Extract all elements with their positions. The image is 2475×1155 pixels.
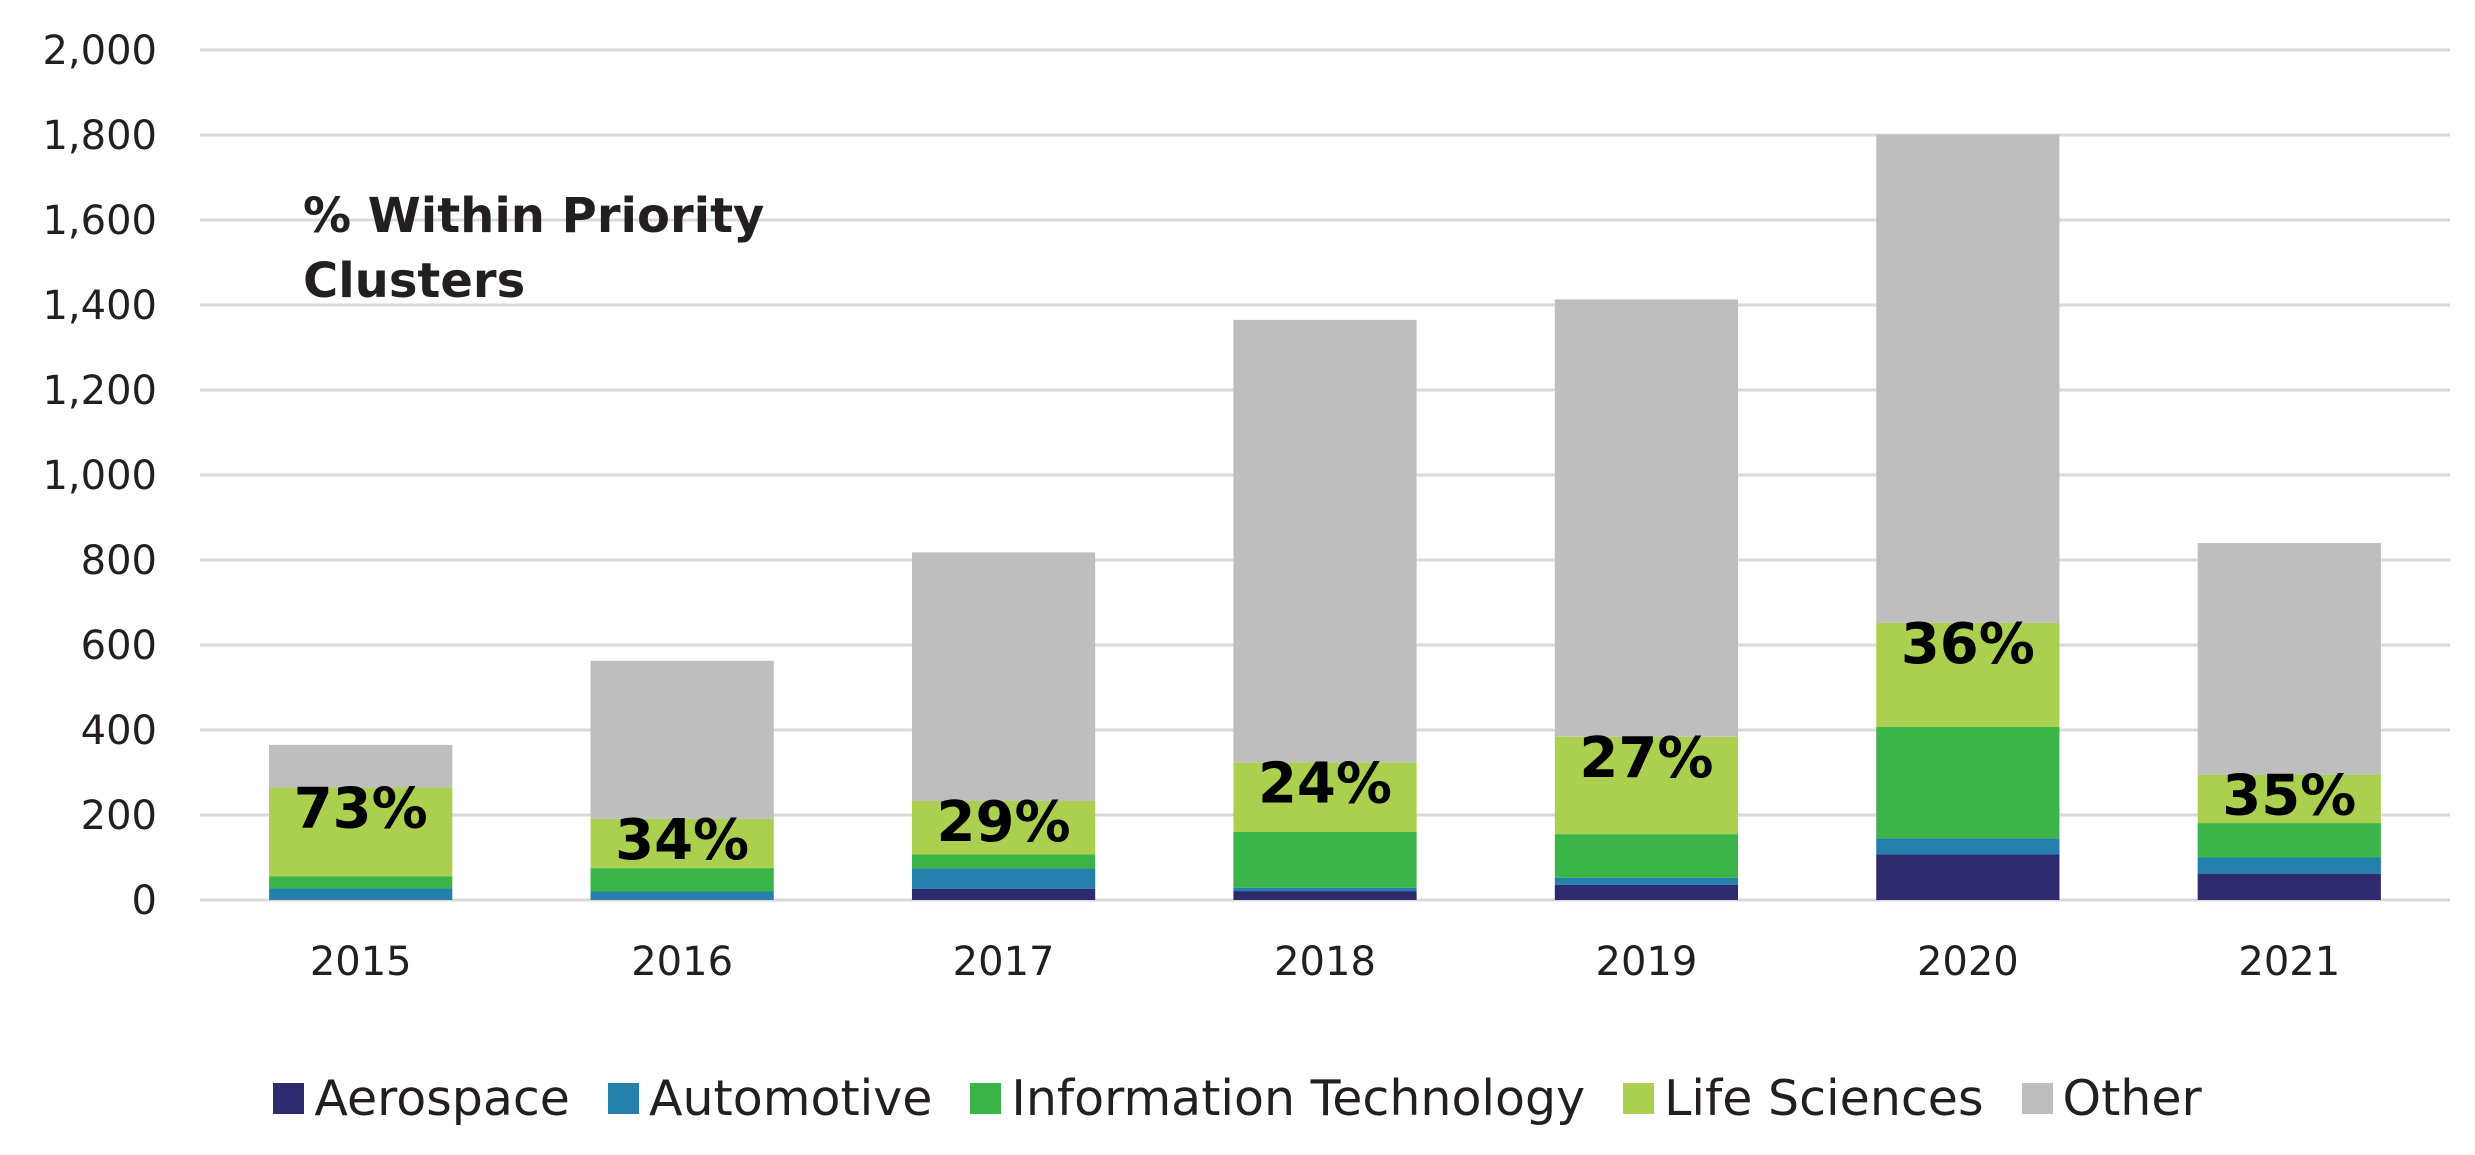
y-tick-label: 0: [132, 878, 157, 924]
bar-segment-aerospace-2019: [1554, 884, 1739, 900]
bar-segment-aerospace-2018: [1233, 891, 1417, 900]
bar-segment-other-2021: [2197, 543, 2381, 775]
legend-swatch-information-technology: [970, 1083, 1002, 1114]
bar-segment-information-technology-2016: [590, 868, 774, 892]
y-tick-label: 1,600: [42, 198, 157, 244]
y-tick-label: 2,000: [42, 28, 157, 74]
bar-segment-life-sciences-2016: [590, 818, 774, 869]
bar-segment-aerospace-2017: [911, 888, 1096, 900]
y-tick-label: 600: [81, 623, 157, 669]
y-tick-label: 800: [81, 538, 157, 584]
x-tick-label: 2016: [631, 939, 733, 985]
legend-swatch-other: [2021, 1083, 2053, 1114]
x-tick-label: 2015: [310, 939, 412, 985]
y-tick-label: 1,400: [42, 283, 157, 329]
bar-segment-aerospace-2020: [1876, 854, 2060, 900]
bars: [269, 134, 2381, 900]
legend-item-aerospace: Aerospace: [273, 1070, 570, 1127]
y-tick-label: 1,800: [42, 113, 157, 159]
bar-segment-information-technology-2020: [1876, 727, 2060, 839]
y-tick-label: 1,200: [42, 368, 157, 414]
bar-segment-other-2018: [1233, 319, 1417, 763]
data-label-2019: 27%: [1579, 726, 1713, 791]
annotation-line-1: % Within Priority: [303, 188, 764, 244]
legend-swatch-life-sciences: [1623, 1083, 1655, 1114]
data-label-2017: 29%: [937, 790, 1071, 855]
bar-segment-aerospace-2021: [2197, 873, 2381, 900]
bar-segment-life-sciences-2017: [911, 800, 1096, 855]
y-tick-label: 1,000: [42, 453, 157, 499]
data-label-2020: 36%: [1901, 612, 2035, 677]
x-tick-label: 2018: [1274, 939, 1376, 985]
bar-segment-other-2020: [1876, 134, 2060, 623]
bar-segment-other-2019: [1554, 299, 1739, 737]
legend-swatch-aerospace: [273, 1083, 305, 1114]
x-tick-label: 2020: [1917, 939, 2019, 985]
legend-label: Other: [2062, 1070, 2202, 1127]
legend-item-other: Other: [2021, 1070, 2202, 1127]
bar-segment-information-technology-2015: [269, 876, 453, 889]
legend-label: Life Sciences: [1664, 1070, 1984, 1127]
data-label-2018: 24%: [1258, 751, 1392, 816]
x-tick-label: 2021: [2238, 939, 2340, 985]
bar-segment-automotive-2019: [1554, 877, 1739, 885]
bar-segment-automotive-2020: [1876, 838, 2060, 855]
bar-segment-life-sciences-2020: [1876, 622, 2060, 728]
bar-segment-life-sciences-2019: [1554, 736, 1739, 835]
legend-label: Aerospace: [314, 1070, 570, 1127]
x-tick-label: 2019: [1596, 939, 1698, 985]
bar-segment-other-2015: [269, 744, 453, 788]
bar-segment-automotive-2016: [590, 891, 774, 900]
bar-segment-life-sciences-2021: [2197, 774, 2381, 824]
data-label-2021: 35%: [2222, 764, 2356, 829]
legend-label: Automotive: [648, 1070, 933, 1127]
bar-segment-other-2016: [590, 660, 774, 819]
y-tick-label: 200: [81, 793, 157, 839]
bar-segment-automotive-2021: [2197, 857, 2381, 874]
legend-item-life-sciences: Life Sciences: [1623, 1070, 1984, 1127]
bar-segment-information-technology-2019: [1554, 834, 1739, 878]
x-tick-label: 2017: [953, 939, 1055, 985]
legend-item-information-technology: Information Technology: [970, 1070, 1585, 1127]
y-axis-ticks: 0 200 400 600 800 1,000 1,200 1,400 1,600 1,800 2,…: [42, 28, 157, 924]
data-labels: 73% 34% 29% 24% 27% 36% 35%: [294, 612, 2357, 873]
legend-label: Information Technology: [1011, 1070, 1586, 1127]
y-tick-label: 400: [81, 708, 157, 754]
bar-segment-life-sciences-2015: [269, 787, 453, 877]
x-axis-ticks: 2015 2016 2017 2018 2019 2020 2021: [310, 939, 2340, 985]
data-label-2016: 34%: [615, 808, 749, 873]
bar-segment-other-2017: [911, 552, 1096, 801]
legend-item-automotive: Automotive: [607, 1070, 933, 1127]
bar-segment-information-technology-2018: [1233, 832, 1417, 888]
bar-segment-life-sciences-2018: [1233, 762, 1417, 832]
legend: Aerospace Automotive Information Technol…: [0, 1070, 2475, 1127]
bar-segment-automotive-2015: [269, 888, 453, 900]
legend-swatch-automotive: [607, 1083, 639, 1114]
bar-segment-information-technology-2021: [2197, 823, 2381, 858]
bar-segment-automotive-2018: [1233, 887, 1417, 892]
data-label-2015: 73%: [294, 776, 428, 841]
bar-segment-automotive-2017: [911, 868, 1096, 889]
bar-segment-information-technology-2017: [911, 854, 1096, 869]
annotation-line-2: Clusters: [303, 253, 525, 309]
